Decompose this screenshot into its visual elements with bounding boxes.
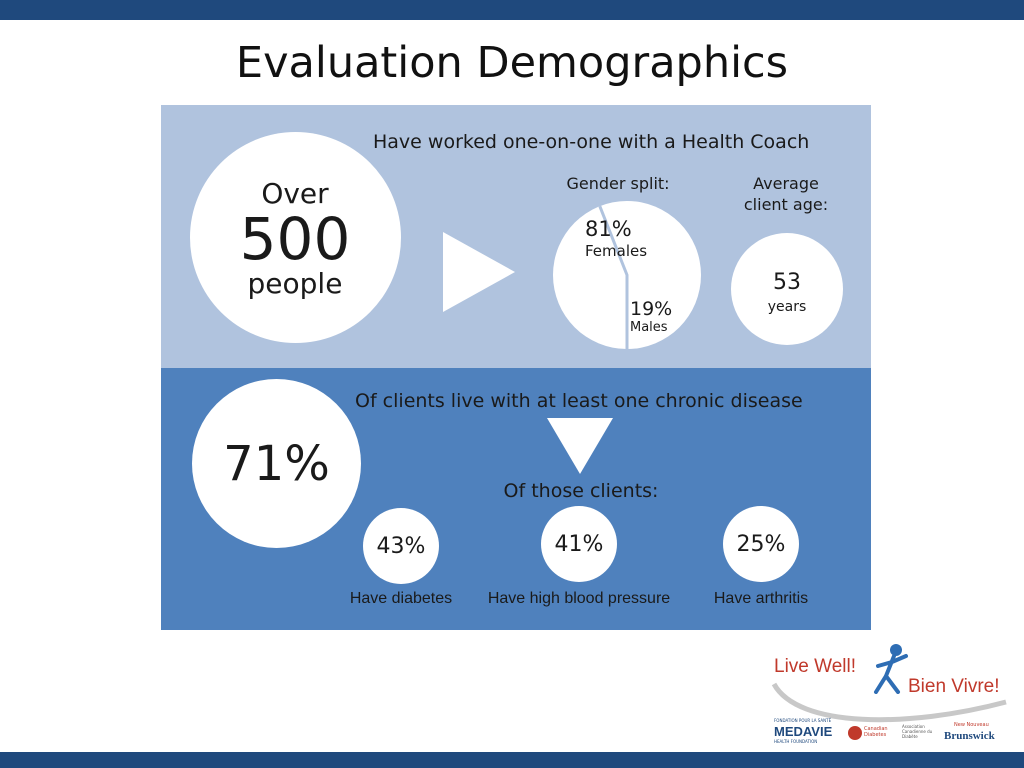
right-arrow-icon	[443, 232, 515, 312]
blood-pressure-label: Have high blood pressure	[487, 590, 671, 607]
chronic-percent-circle	[192, 379, 361, 548]
sponsor-medavie: MEDAVIE	[774, 724, 833, 739]
those-clients-label: Of those clients:	[503, 480, 659, 502]
female-percent: 81%	[585, 217, 632, 241]
age-value: 53	[773, 270, 801, 295]
arthritis-label: Have arthritis	[713, 590, 809, 607]
cda-logo-icon	[848, 726, 862, 740]
over-label: Over	[261, 177, 329, 210]
running-figure-icon	[874, 644, 908, 694]
logo-live-well: Live Well!	[774, 656, 857, 677]
people-label: people	[247, 267, 343, 300]
logo-bien-vivre: Bien Vivre!	[908, 676, 1000, 697]
bottom-footer-bar	[0, 752, 1024, 768]
live-well-logo: Live Well! Bien Vivre! FONDATION POUR LA…	[768, 640, 1014, 748]
arthritis-circle	[723, 506, 799, 582]
health-coach-panel: Over 500 people Have worked one-on-one w…	[161, 105, 871, 368]
sponsor-nb: Brunswick	[944, 730, 995, 742]
diabetes-circle	[363, 508, 439, 584]
sponsor-medavie-top: FONDATION POUR LA SANTÉ	[774, 718, 832, 723]
diabetes-value: 43%	[376, 534, 426, 559]
blood-pressure-value: 41%	[554, 532, 604, 557]
coach-heading: Have worked one-on-one with a Health Coa…	[373, 131, 810, 153]
page-title: Evaluation Demographics	[235, 38, 789, 88]
down-arrow-icon	[547, 418, 613, 474]
people-count-value: 500	[239, 205, 351, 273]
male-label: Males	[630, 320, 668, 335]
age-circle	[731, 233, 843, 345]
chronic-percent-value: 71%	[223, 436, 330, 492]
sponsor-cda-en: Canadian Diabetes	[864, 726, 888, 738]
gender-pie-chart	[553, 201, 701, 349]
sponsor-cda-fr: Association Canadienne du Diabète	[902, 724, 933, 739]
gender-split-label: Gender split:	[566, 174, 670, 193]
top-header-bar	[0, 0, 1024, 20]
age-label-line2: client age:	[743, 195, 829, 214]
swoosh-graphic	[771, 682, 1007, 723]
sponsor-medavie-bottom: HEALTH FOUNDATION	[774, 739, 818, 744]
age-label-line1: Average	[753, 174, 819, 193]
male-percent: 19%	[630, 298, 673, 320]
female-label: Females	[585, 242, 648, 260]
pie-male-divider	[598, 205, 629, 349]
people-count-circle	[190, 132, 401, 343]
chronic-disease-panel: 71% Of clients live with at least one ch…	[161, 368, 871, 630]
chronic-heading: Of clients live with at least one chroni…	[355, 390, 803, 412]
arthritis-value: 25%	[736, 532, 786, 557]
diabetes-label: Have diabetes	[349, 590, 453, 607]
sponsor-nb-top: New Nouveau	[954, 722, 989, 728]
age-unit: years	[767, 299, 807, 315]
blood-pressure-circle	[541, 506, 617, 582]
